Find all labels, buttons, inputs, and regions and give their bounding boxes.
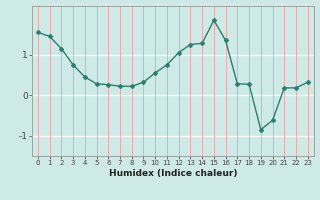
X-axis label: Humidex (Indice chaleur): Humidex (Indice chaleur)	[108, 169, 237, 178]
